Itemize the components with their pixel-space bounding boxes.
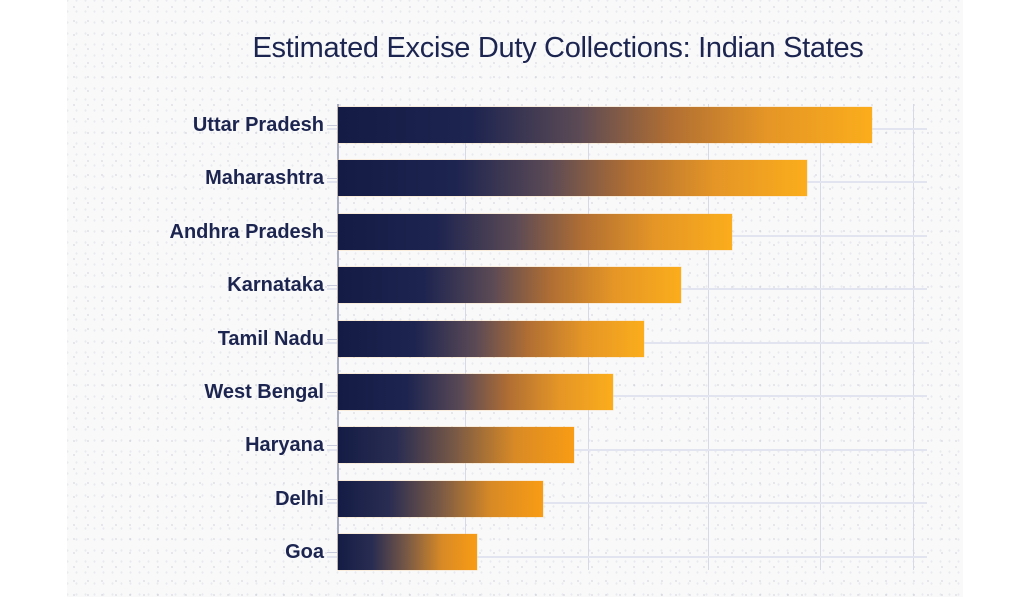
plot-area: Uttar Pradesh Maharashtra Andhra Pradesh… xyxy=(67,0,963,597)
bar-row: Maharashtra xyxy=(67,160,963,196)
axis-tick xyxy=(327,178,337,179)
axis-tick xyxy=(327,552,337,553)
bar-haryana[interactable] xyxy=(338,427,574,463)
category-label: Karnataka xyxy=(227,274,324,296)
bar-row: Karnataka xyxy=(67,267,963,303)
bar-row: Andhra Pradesh xyxy=(67,214,963,250)
axis-tick xyxy=(327,339,337,340)
gridline-vertical xyxy=(708,104,709,570)
axis-tick xyxy=(327,285,337,286)
category-label: Goa xyxy=(285,541,324,563)
chart-panel: Estimated Excise Duty Collections: India… xyxy=(67,0,963,597)
category-label: Tamil Nadu xyxy=(217,328,324,350)
axis-tick xyxy=(327,232,337,233)
gridline-horizontal xyxy=(327,556,927,558)
bar-uttar-pradesh[interactable] xyxy=(338,107,872,143)
bar-goa[interactable] xyxy=(338,534,477,570)
gridline-horizontal xyxy=(327,449,927,451)
bar-andhra-pradesh[interactable] xyxy=(338,214,732,250)
axis-tick xyxy=(327,499,337,500)
category-label: Haryana xyxy=(245,434,324,456)
bar-row: Haryana xyxy=(67,427,963,463)
bar-tamil-nadu[interactable] xyxy=(338,321,644,357)
bar-delhi[interactable] xyxy=(338,481,543,517)
bar-row: Tamil Nadu xyxy=(67,321,963,357)
axis-tick xyxy=(327,392,337,393)
category-label: West Bengal xyxy=(204,381,324,403)
chart-title: Estimated Excise Duty Collections: India… xyxy=(252,32,864,64)
category-label: Delhi xyxy=(275,488,324,510)
gridline-horizontal xyxy=(327,502,927,504)
bar-maharashtra[interactable] xyxy=(338,160,807,196)
axis-tick xyxy=(327,125,337,126)
bar-row: Uttar Pradesh xyxy=(67,107,963,143)
bar-row: Delhi xyxy=(67,481,963,517)
bar-west-bengal[interactable] xyxy=(338,374,613,410)
bar-karnataka[interactable] xyxy=(338,267,681,303)
category-label: Uttar Pradesh xyxy=(192,114,324,136)
gridline-horizontal xyxy=(327,395,927,397)
axis-tick xyxy=(327,445,337,446)
bar-row: Goa xyxy=(67,534,963,570)
category-label: Andhra Pradesh xyxy=(169,221,324,243)
bar-row: West Bengal xyxy=(67,374,963,410)
gridline-vertical xyxy=(820,104,821,570)
category-label: Maharashtra xyxy=(205,167,324,189)
gridline-vertical xyxy=(913,104,914,570)
